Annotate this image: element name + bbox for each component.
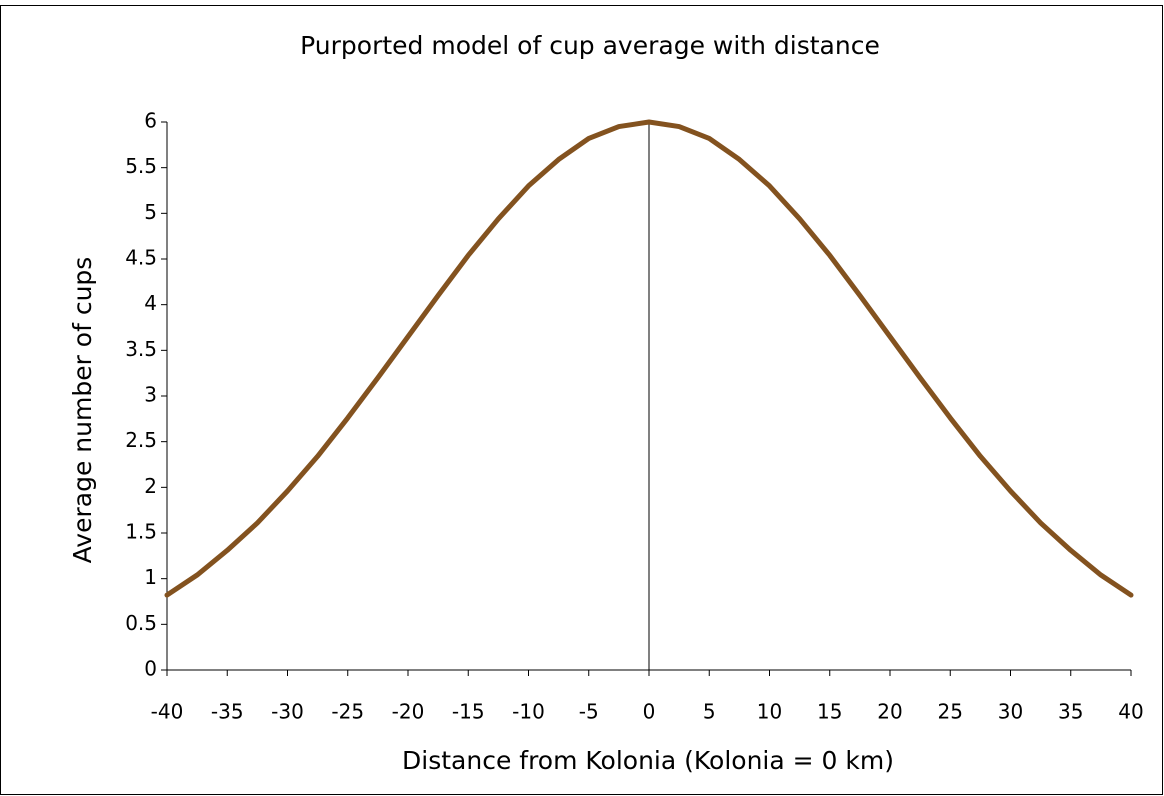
y-tick-label: 5.5 (125, 154, 157, 178)
y-tick-label: 0.5 (125, 611, 157, 635)
x-tick-label: 5 (703, 700, 716, 724)
y-tick-label: 0 (144, 657, 157, 681)
x-tick-label: -5 (579, 700, 599, 724)
x-tick-label: -35 (211, 700, 244, 724)
y-tick-label: 5 (144, 200, 157, 224)
chart-frame (0, 5, 1163, 795)
x-tick-label: 30 (998, 700, 1023, 724)
x-tick-label: 15 (817, 700, 842, 724)
y-tick-label: 6 (144, 109, 157, 133)
y-tick-label: 2 (144, 474, 157, 498)
x-tick-label: 35 (1058, 700, 1083, 724)
y-axis-label: Average number of cups (68, 257, 97, 564)
data-line (164, 119, 1134, 598)
x-tick-label: -30 (271, 700, 304, 724)
x-tick-label: 0 (643, 700, 656, 724)
x-tick-label: -15 (452, 700, 485, 724)
x-tick-label: 20 (877, 700, 902, 724)
x-tick-label: 25 (938, 700, 963, 724)
y-tick-label: 3 (144, 383, 157, 407)
x-tick-label: 10 (757, 700, 782, 724)
x-tick-label: 40 (1118, 700, 1143, 724)
y-tick-label: 1.5 (125, 520, 157, 544)
x-tick-label: -40 (151, 700, 184, 724)
chart-title: Purported model of cup average with dist… (300, 31, 880, 60)
y-tick-label: 4 (144, 291, 157, 315)
y-tick-label: 1 (144, 565, 157, 589)
y-tick-label: 2.5 (125, 428, 157, 452)
x-tick-label: -10 (512, 700, 545, 724)
x-tick-label: -20 (392, 700, 425, 724)
y-tick-label: 3.5 (125, 337, 157, 361)
y-tick-label: 4.5 (125, 246, 157, 270)
x-tick-label: -25 (331, 700, 364, 724)
x-axis-label: Distance from Kolonia (Kolonia = 0 km) (402, 746, 894, 775)
